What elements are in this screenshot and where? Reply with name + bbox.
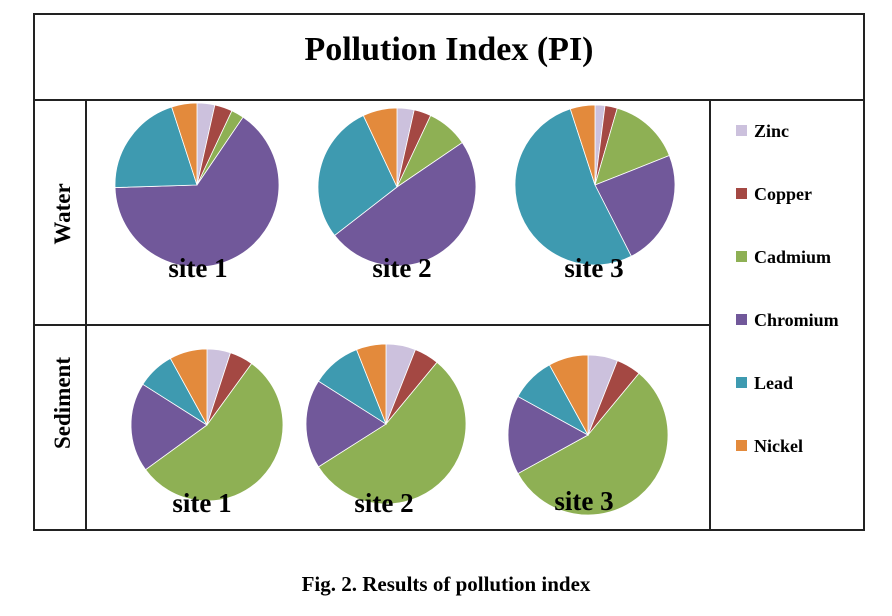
pie-water-site-1: site 1 [114,102,280,283]
legend-swatch-zinc [736,125,747,136]
slice-sediment-site-1-chromium [130,383,208,471]
legend-swatch-chromium [736,314,747,325]
pie-sediment-site-1: site 1 [130,348,284,518]
slice-sediment-site-2-nickel [356,343,387,425]
slice-sediment-site-3-cadmium [517,372,669,516]
legend-swatch-copper [736,188,747,199]
pie-label-sediment-site-1: site 1 [172,488,231,518]
pie-sediment-site-2: site 2 [305,343,467,518]
slice-water-site-1-lead [114,106,198,188]
legend: Zinc Copper Cadmium Chromium Lead Nickel [736,121,839,456]
slice-sediment-site-2-chromium [305,380,387,468]
legend-label-chromium: Chromium [754,310,839,330]
slice-water-site-1-chromium [114,116,280,268]
pie-label-water-site-1: site 1 [168,253,227,283]
pie-label-water-site-2: site 2 [372,253,431,283]
pie-label-water-site-3: site 3 [564,253,623,283]
legend-label-copper: Copper [754,184,812,204]
slice-water-site-3-cadmium [594,107,670,186]
slice-water-site-2-nickel [362,107,398,188]
slice-sediment-site-1-cadmium [144,362,284,502]
legend-swatch-lead [736,377,747,388]
legend-swatch-nickel [736,440,747,451]
slice-water-site-2-chromium [334,142,477,267]
slice-sediment-site-1-nickel [169,348,208,426]
slice-sediment-site-2-cadmium [317,361,467,505]
row-label-sediment: Sediment [50,357,75,449]
pie-label-sediment-site-3: site 3 [554,486,613,516]
pie-water-site-3: site 3 [514,104,676,283]
slice-sediment-site-3-nickel [548,354,589,436]
pie-label-sediment-site-2: site 2 [354,488,413,518]
chart-title: Pollution Index (PI) [304,31,593,68]
pie-charts: site 1 site 2 site 3 site 1 site 2 site 3 [114,102,676,518]
row-label-water: Water [50,183,75,244]
slice-water-site-1-nickel [171,102,198,186]
legend-swatch-cadmium [736,251,747,262]
legend-label-lead: Lead [754,373,793,393]
legend-label-cadmium: Cadmium [754,247,831,267]
slice-water-site-3-lead [514,108,632,266]
table-frame [33,13,865,531]
pie-sediment-site-3: site 3 [507,354,669,516]
legend-label-zinc: Zinc [754,121,789,141]
figure-caption: Fig. 2. Results of pollution index [301,572,591,596]
slice-water-site-3-chromium [594,155,676,257]
slice-water-site-3-nickel [569,104,596,186]
legend-label-nickel: Nickel [754,436,803,456]
pie-water-site-2: site 2 [317,107,477,283]
slice-sediment-site-3-chromium [507,395,589,475]
